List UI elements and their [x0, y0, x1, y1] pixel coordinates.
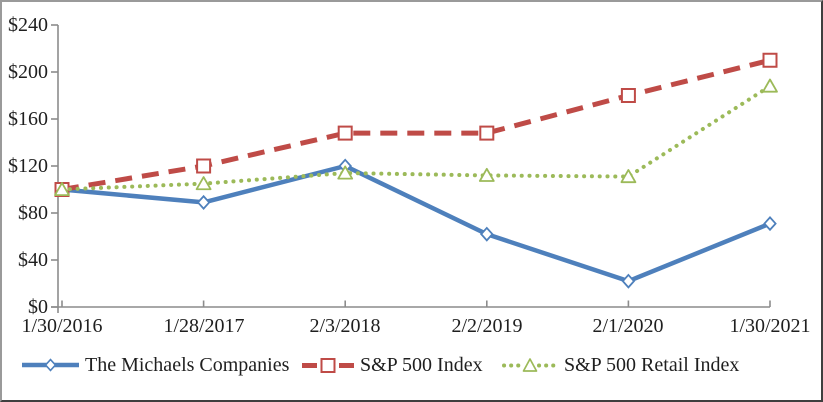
legend-item-michaels: The Michaels Companies: [22, 352, 289, 378]
x-axis-tick-label: 2/2/2019: [451, 315, 523, 337]
y-axis-tick-label: $80: [18, 202, 48, 224]
y-axis-tick-label: $240: [8, 14, 48, 36]
y-axis-tick-label: $160: [8, 108, 48, 130]
y-axis-tick-label: $200: [8, 61, 48, 83]
legend-label: S&P 500 Retail Index: [564, 354, 740, 376]
x-axis-tick-label: 1/28/2017: [163, 315, 245, 337]
legend-label: The Michaels Companies: [85, 354, 290, 376]
y-axis-tick-label: $120: [8, 155, 48, 177]
legend-label: S&P 500 Index: [360, 354, 483, 376]
x-axis-tick-label: 2/3/2018: [309, 315, 381, 337]
y-axis-tick-label: $40: [18, 249, 48, 271]
legend-item-sp500: S&P 500 Index: [302, 352, 483, 378]
y-axis-tick-label: $0: [28, 296, 48, 318]
legend-sample-dotted-triangle-icon: [502, 357, 558, 372]
x-axis-tick-label: 2/1/2020: [592, 315, 664, 337]
legend-sample-dashed-square-icon: [302, 357, 354, 373]
x-axis-tick-label: 1/30/2021: [729, 315, 811, 337]
legend-sample-solid-diamond-icon: [22, 358, 79, 372]
x-axis-tick-label: 1/30/2016: [21, 315, 103, 337]
legend-item-sp500-retail: S&P 500 Retail Index: [502, 352, 739, 378]
